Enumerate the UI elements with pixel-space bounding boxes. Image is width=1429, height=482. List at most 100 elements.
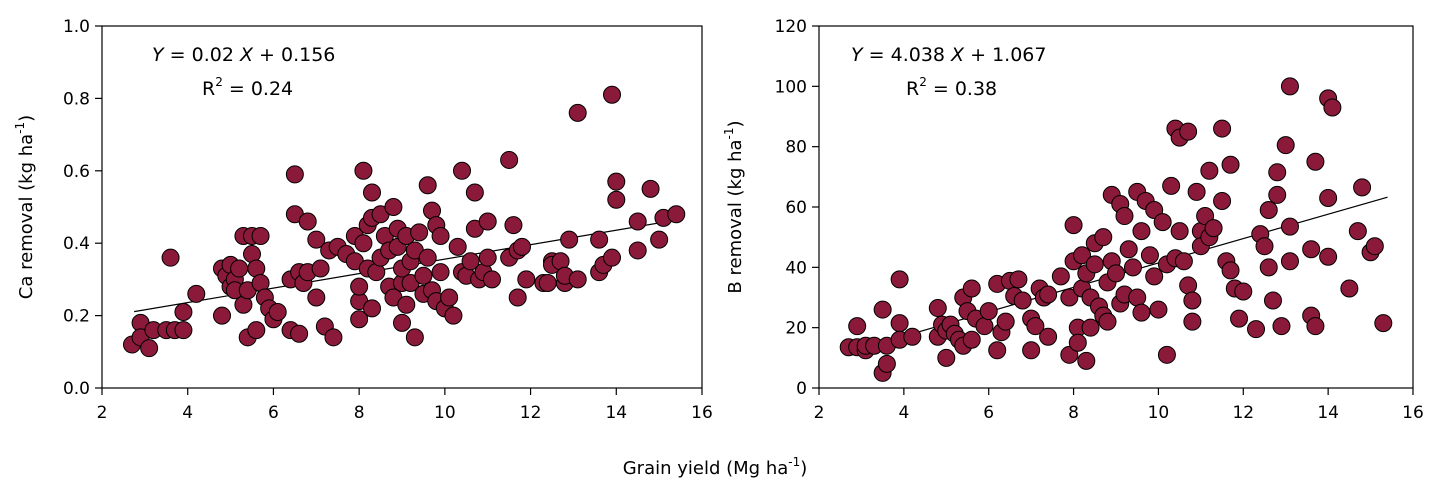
b-data-point: [1153, 213, 1172, 232]
ca-y-tick-label: 0.8: [63, 89, 90, 109]
ca-data-point: [324, 328, 343, 347]
b-data-point: [1039, 327, 1058, 346]
ca-data-point: [251, 226, 270, 245]
b-data-point: [1073, 246, 1092, 265]
ca-data-point: [350, 277, 369, 296]
b-x-tick-label: 14: [1317, 403, 1339, 423]
ca-data-point: [628, 241, 647, 260]
ca-data-point: [174, 321, 193, 340]
ca-data-point: [268, 302, 287, 321]
b-x-tick-label: 16: [1402, 403, 1424, 423]
ca-y-tick-label: 0.2: [63, 307, 90, 327]
b-y-tick-label: 120: [775, 17, 807, 37]
ca-data-point: [504, 216, 523, 235]
b-data-point: [988, 341, 1007, 360]
ca-data-point: [140, 339, 159, 358]
ca-x-tick-label: 2: [97, 403, 108, 423]
b-data-point: [996, 312, 1015, 331]
b-regression-equation: Y = 4.038 X + 1.067: [851, 44, 1046, 66]
b-data-point: [1183, 291, 1202, 310]
b-data-point: [1365, 237, 1384, 256]
ca-data-point: [161, 248, 180, 267]
ca-data-point: [174, 302, 193, 321]
ca-data-point: [465, 183, 484, 202]
ca-x-tick-label: 6: [268, 403, 279, 423]
b-data-point: [1247, 320, 1266, 339]
b-data-point: [1132, 222, 1151, 241]
b-data-point: [1259, 201, 1278, 220]
b-data-point: [1098, 312, 1117, 331]
ca-regression-equation: Y = 0.02 X + 0.156: [152, 44, 335, 66]
ca-data-point: [461, 252, 480, 271]
b-y-tick-label: 100: [775, 77, 807, 97]
b-data-point: [1051, 267, 1070, 286]
ca-data-point: [285, 165, 304, 184]
b-data-point: [1221, 155, 1240, 174]
ca-data-point: [354, 234, 373, 253]
b-x-tick-label: 8: [1068, 403, 1079, 423]
b-data-point: [1221, 261, 1240, 280]
ca-r-squared: R2 = 0.24: [202, 75, 293, 100]
ca-removal-panel: 2 4 6 8 10 12 14 16 0.0 0.2 0.4 0.6 0.8 1.0 Y = 0.02 …: [13, 17, 713, 423]
b-data-point: [1094, 228, 1113, 247]
ca-data-point: [354, 161, 373, 180]
ca-data-point: [431, 226, 450, 245]
b-data-point: [877, 354, 896, 373]
ca-data-point: [213, 306, 231, 325]
b-data-point: [1280, 217, 1299, 236]
ca-data-point: [410, 223, 429, 242]
b-data-point: [1115, 207, 1134, 226]
b-y-axis-title: B removal (kg ha-1): [722, 120, 746, 293]
ca-data-point: [363, 299, 381, 318]
b-data-point: [1255, 237, 1274, 256]
b-x-tick-label: 2: [814, 403, 825, 423]
b-data-point: [1085, 255, 1104, 274]
b-data-point: [1039, 285, 1058, 304]
ca-data-point: [405, 328, 424, 347]
ca-data-point: [298, 212, 317, 231]
ca-plot-frame: [101, 25, 703, 389]
b-y-tick-label: 0: [796, 379, 807, 399]
b-data-point: [1013, 291, 1032, 310]
ca-data-point: [667, 205, 686, 224]
ca-data-point: [307, 288, 326, 307]
b-data-point: [962, 279, 981, 298]
ca-data-point: [187, 284, 206, 303]
ca-data-point: [500, 150, 519, 169]
b-data-point: [1319, 188, 1338, 207]
b-data-point: [1348, 222, 1367, 241]
ca-data-point: [418, 176, 437, 195]
b-data-point: [1200, 161, 1219, 180]
b-data-point: [1272, 317, 1291, 336]
ca-data-point: [538, 274, 557, 293]
b-data-point: [1170, 222, 1189, 241]
b-data-point: [1026, 317, 1045, 336]
b-data-point: [979, 302, 998, 321]
ca-data-point: [607, 172, 626, 191]
b-data-point: [1234, 282, 1253, 301]
ca-data-point: [483, 270, 501, 289]
ca-data-point: [513, 237, 531, 256]
shared-x-axis-title: Grain yield (Mg ha-1): [623, 455, 808, 479]
b-y-tick-label: 20: [785, 319, 807, 339]
ca-x-tick-label: 14: [605, 403, 627, 423]
ca-y-tick-label: 0.0: [63, 379, 90, 399]
b-data-point: [1068, 333, 1087, 352]
b-data-point: [1213, 191, 1232, 210]
ca-data-point: [508, 288, 527, 307]
ca-x-tick-label: 4: [182, 403, 193, 423]
b-data-point: [1276, 136, 1295, 155]
b-y-tick-label: 60: [785, 198, 807, 218]
ca-data-point: [590, 230, 609, 249]
b-data-point: [928, 299, 947, 318]
b-data-point: [1162, 176, 1181, 195]
b-data-point: [1183, 312, 1202, 331]
b-x-tick-label: 10: [1148, 403, 1170, 423]
b-y-tick-label: 40: [785, 258, 807, 278]
ca-data-point: [247, 321, 266, 340]
ca-axis-ticks: 2 4 6 8 10 12 14 16 0.0 0.2 0.4 0.6 0.8 1.0: [63, 17, 713, 423]
b-x-tick-label: 4: [898, 403, 909, 423]
ca-y-axis-title: Ca removal (kg ha-1): [13, 115, 37, 299]
b-data-point: [1179, 122, 1198, 141]
